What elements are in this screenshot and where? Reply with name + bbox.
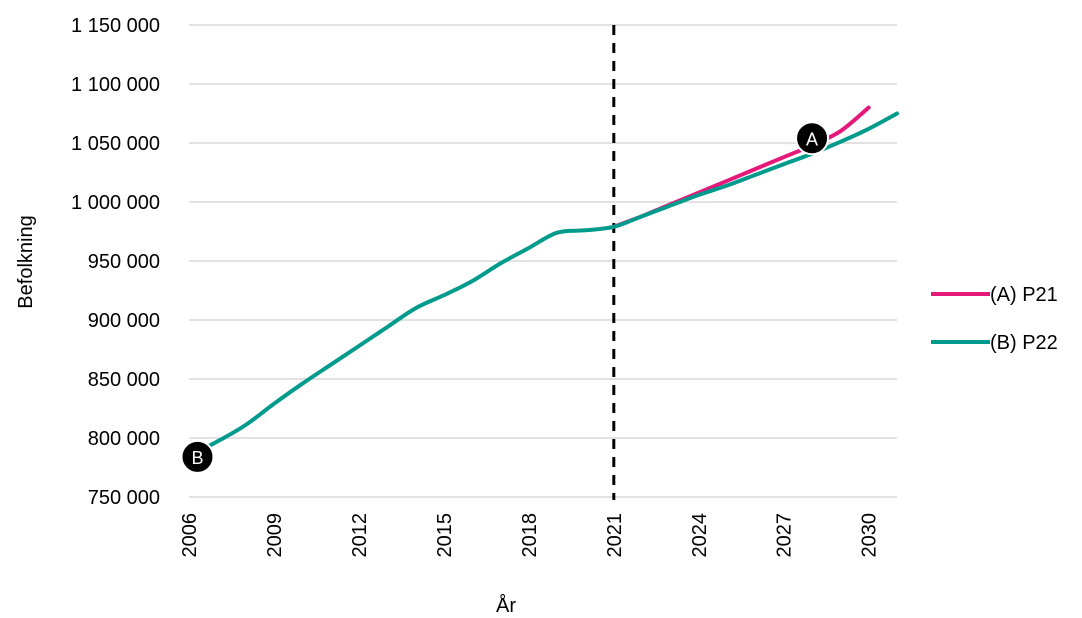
y-tick-label: 750 000: [88, 487, 160, 509]
x-tick-label: 2012: [349, 513, 371, 558]
x-tick-label: 2009: [264, 513, 286, 558]
y-tick-label: 1 050 000: [71, 133, 160, 155]
x-tick-label: 2027: [774, 513, 796, 558]
x-axis-tick-labels: 2006 2009 2012 2015 2018 2021 2024 2027 2030: [179, 513, 881, 558]
series-line-p21: [611, 105, 871, 229]
y-tick-label: 1 100 000: [71, 74, 160, 96]
x-tick-label: 2021: [604, 513, 626, 558]
y-axis-tick-labels: 750 000 800 000 850 000 900 000 950 000 1 000…: [71, 15, 160, 509]
x-tick-label: 2006: [179, 513, 201, 558]
marker-a: A: [795, 121, 830, 156]
marker-label: A: [806, 129, 818, 149]
legend-item: (A) P21: [931, 284, 1058, 306]
x-tick-label: 2018: [519, 513, 541, 558]
marker-circle: [180, 439, 215, 474]
legend-label: (B) P22: [990, 332, 1058, 354]
marker-label: B: [191, 448, 203, 468]
y-axis-title: Befolkning: [15, 215, 37, 308]
x-tick-label: 2024: [689, 513, 711, 558]
x-tick-label: 2030: [859, 513, 881, 558]
x-tick-label: 2015: [434, 513, 456, 558]
series-lines: [187, 105, 899, 458]
x-axis-title: År: [496, 594, 516, 617]
series-markers: AB: [180, 121, 830, 474]
series-line-p22: [187, 111, 899, 458]
y-tick-label: 950 000: [88, 251, 160, 273]
y-tick-label: 1 000 000: [71, 192, 160, 214]
legend: (A) P21 (B) P22: [931, 284, 1058, 354]
marker-circle: [795, 121, 830, 156]
y-tick-label: 850 000: [88, 369, 160, 391]
y-tick-label: 800 000: [88, 428, 160, 450]
y-tick-label: 1 150 000: [71, 15, 160, 37]
legend-item: (B) P22: [931, 332, 1058, 354]
y-tick-label: 900 000: [88, 310, 160, 332]
gridlines: [189, 24, 897, 498]
legend-label: (A) P21: [990, 284, 1058, 306]
marker-b: B: [180, 439, 215, 474]
